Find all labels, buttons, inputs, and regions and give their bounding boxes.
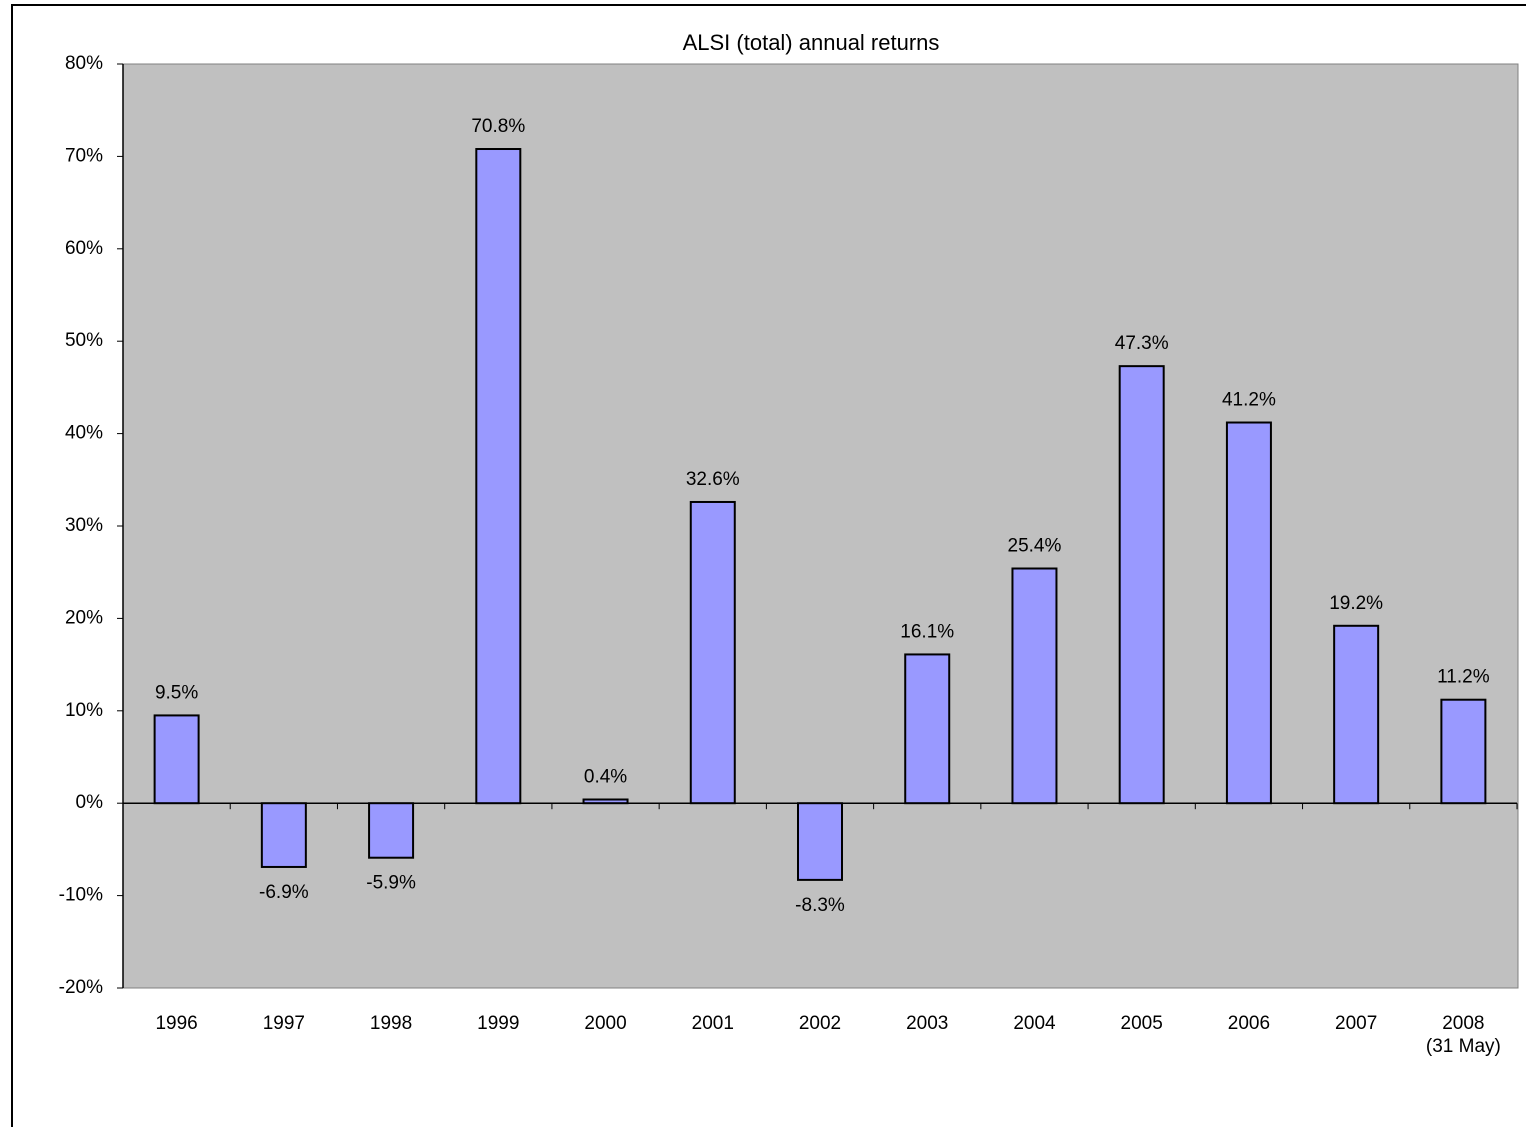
- x-tick-label: 2005: [1121, 1013, 1163, 1034]
- bar: [368, 802, 415, 859]
- bar: [153, 714, 200, 805]
- data-label: 32.6%: [686, 469, 740, 490]
- x-tick-label: 2008 (31 May): [1426, 1013, 1501, 1057]
- y-tick-label: 10%: [65, 700, 103, 721]
- x-tick-label-line: 2001: [692, 1013, 734, 1034]
- x-tick-label-line: 1996: [155, 1013, 197, 1034]
- x-tick-label: 1998: [370, 1013, 412, 1034]
- x-tick-label: 2004: [1013, 1013, 1056, 1034]
- data-label: 41.2%: [1222, 390, 1276, 411]
- data-label: 11.2%: [1437, 667, 1490, 688]
- x-tick-label: 1996: [155, 1013, 197, 1034]
- y-tick-label: 50%: [65, 330, 103, 351]
- bar: [689, 500, 736, 805]
- y-tick-label: 60%: [65, 238, 103, 259]
- x-tick-label: 2002: [799, 1013, 841, 1034]
- x-tick-label-line: 2002: [799, 1013, 841, 1034]
- x-tick-label-line: 2000: [584, 1013, 626, 1034]
- data-label: 16.1%: [900, 621, 954, 642]
- x-tick-label-line: 2007: [1335, 1013, 1377, 1034]
- x-tick-label: 2000: [584, 1013, 626, 1034]
- x-tick-label: 1999: [477, 1013, 519, 1034]
- y-tick-label: 30%: [65, 515, 103, 536]
- y-tick-label: 80%: [65, 53, 103, 74]
- y-tick-label: 0%: [76, 792, 104, 813]
- x-tick-label-line: (31 May): [1426, 1036, 1501, 1057]
- x-tick-label-line: 2008: [1442, 1013, 1484, 1034]
- data-label: -5.9%: [366, 873, 416, 894]
- x-tick-label-line: 1997: [263, 1013, 305, 1034]
- x-tick-label: 2007: [1335, 1013, 1377, 1034]
- x-tick-label: 2003: [906, 1013, 948, 1034]
- bar: [1440, 698, 1487, 805]
- bar: [904, 653, 951, 805]
- y-tick-label: -20%: [59, 977, 103, 998]
- data-label: -6.9%: [259, 882, 309, 903]
- data-label: 9.5%: [155, 682, 198, 703]
- bar: [582, 798, 629, 805]
- x-tick-label-line: 2005: [1121, 1013, 1163, 1034]
- x-tick-label: 1997: [263, 1013, 305, 1034]
- x-tick-label: 2001: [692, 1013, 734, 1034]
- bar: [797, 802, 843, 881]
- data-label: 25.4%: [1008, 536, 1062, 557]
- data-label: 70.8%: [471, 116, 525, 137]
- x-tick-label-line: 1998: [370, 1013, 412, 1034]
- bar: [1011, 567, 1058, 805]
- x-tick-label-line: 1999: [477, 1013, 519, 1034]
- y-tick-label: 40%: [65, 423, 103, 444]
- bar: [475, 148, 522, 805]
- y-tick-label: 20%: [65, 607, 103, 628]
- bar: [1118, 365, 1165, 805]
- x-tick-label: 2006: [1228, 1013, 1270, 1034]
- data-label: 0.4%: [584, 767, 627, 788]
- y-tick-label: -10%: [59, 885, 103, 906]
- chart-title: ALSI (total) annual returns: [683, 30, 940, 55]
- data-label: 19.2%: [1329, 593, 1383, 614]
- x-tick-label-line: 2003: [906, 1013, 948, 1034]
- y-tick-label: 70%: [65, 145, 103, 166]
- data-label: 47.3%: [1115, 333, 1169, 354]
- x-tick-label-line: 2006: [1228, 1013, 1270, 1034]
- bar: [1225, 421, 1272, 805]
- bar: [1333, 624, 1380, 805]
- x-tick-label-line: 2004: [1013, 1013, 1056, 1034]
- bar: [260, 802, 307, 868]
- data-label: -8.3%: [795, 895, 845, 916]
